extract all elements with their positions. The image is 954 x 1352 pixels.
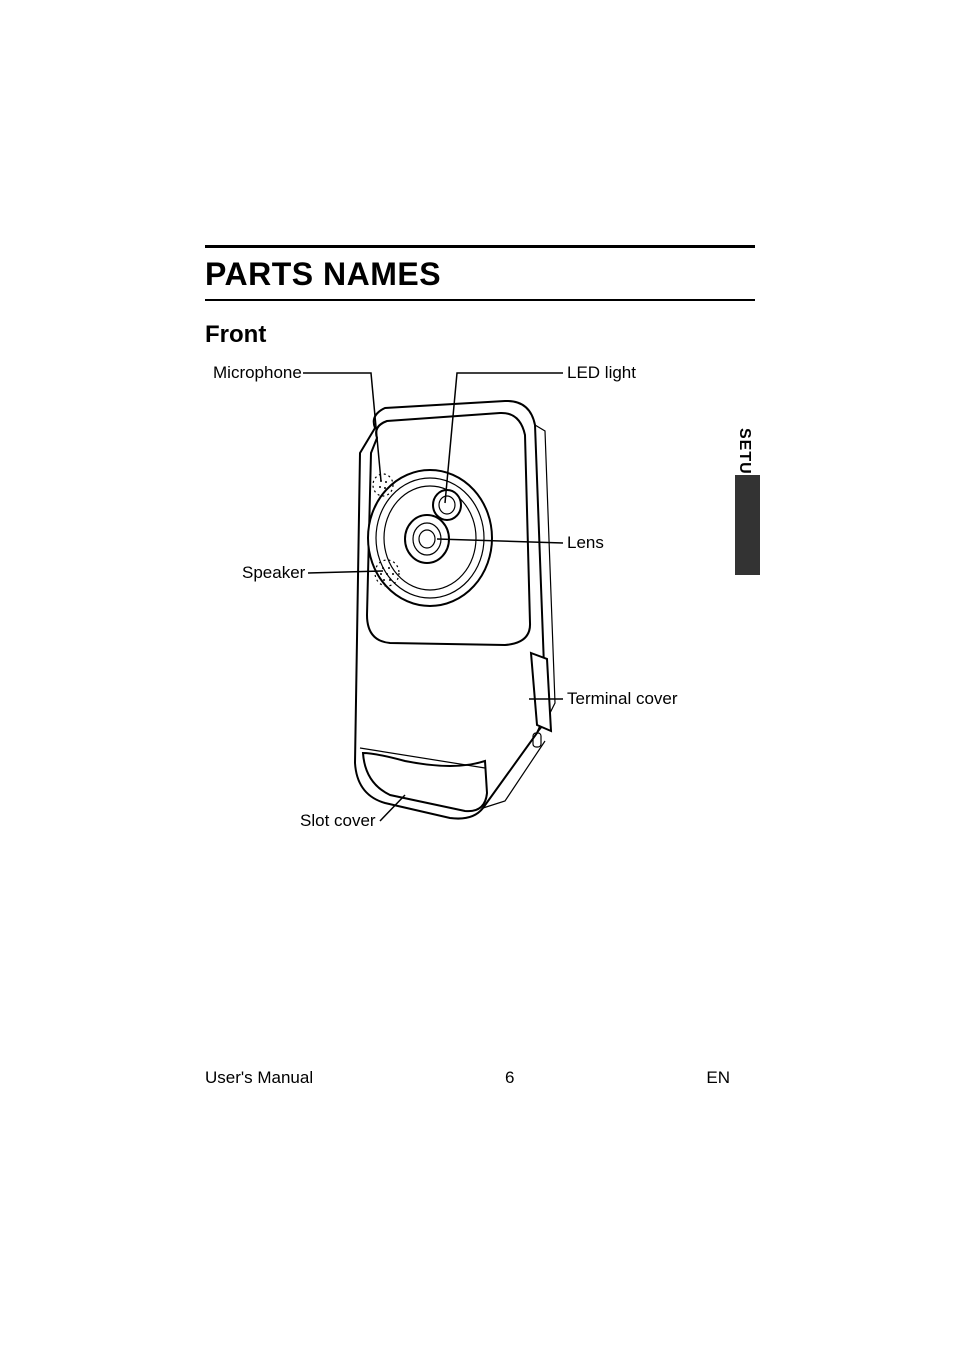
label-slot-cover: Slot cover: [300, 811, 376, 831]
label-lens: Lens: [567, 533, 604, 553]
page-footer: User's Manual 6 EN: [205, 1068, 730, 1088]
top-rule: [205, 245, 755, 248]
label-led-light: LED light: [567, 363, 636, 383]
page-title: PARTS NAMES: [205, 256, 755, 293]
label-microphone: Microphone: [213, 363, 302, 383]
label-speaker: Speaker: [242, 563, 305, 583]
footer-page-number: 6: [505, 1068, 514, 1088]
title-underline: [205, 299, 755, 301]
footer-left: User's Manual: [205, 1068, 313, 1088]
label-terminal-cover: Terminal cover: [567, 689, 678, 709]
footer-language: EN: [706, 1068, 730, 1088]
section-tab: [735, 475, 760, 575]
parts-diagram: Microphone LED light Speaker Lens Termin…: [205, 353, 755, 873]
device-illustration: [205, 353, 755, 873]
section-subtitle: Front: [205, 321, 755, 349]
